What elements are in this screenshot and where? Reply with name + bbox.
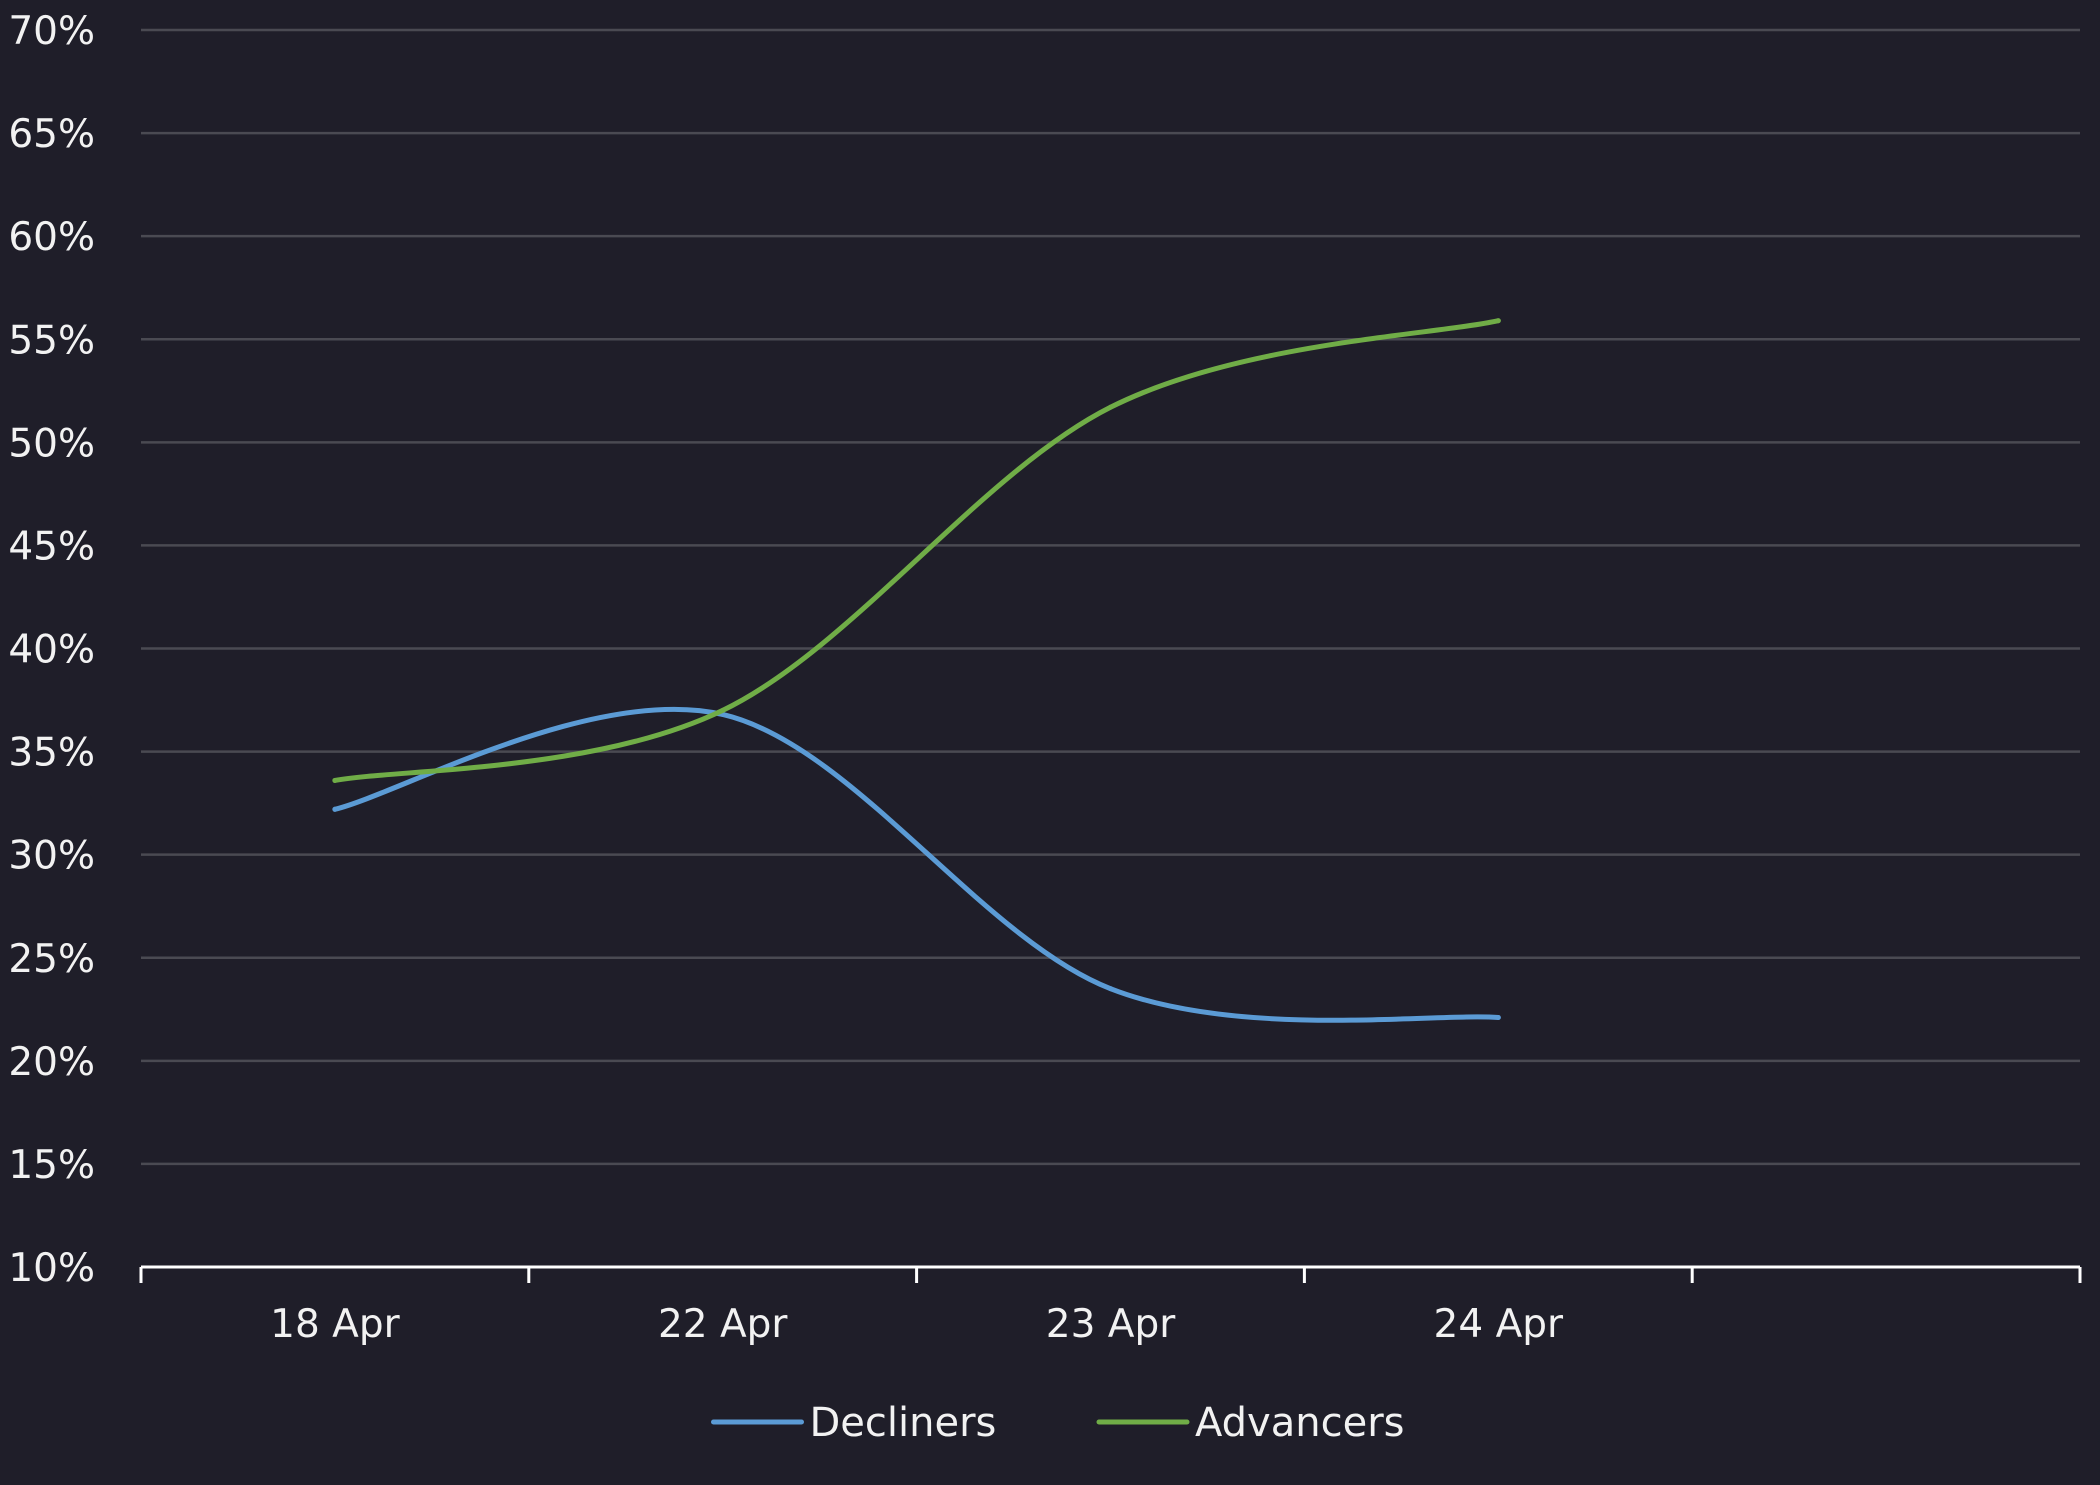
grid-lines — [141, 28, 2080, 1166]
legend-item-advancers: Advancers — [1096, 1400, 1404, 1446]
data-point-advancers — [332, 777, 338, 783]
legend: Decliners Advancers — [711, 1400, 1404, 1446]
y-tick-label: 55% — [8, 318, 95, 363]
y-tick-label: 70% — [8, 9, 95, 54]
y-tick-label: 35% — [8, 731, 95, 776]
y-tick-label: 50% — [8, 421, 95, 466]
data-point-decliners — [332, 806, 338, 812]
legend-label: Decliners — [810, 1400, 997, 1446]
series-lines — [332, 318, 1501, 1023]
legend-label: Advancers — [1195, 1400, 1404, 1446]
y-axis: 10% 15% 20% 25% 30% 35% 40% 45% 50% 55% 60% 65% 70% — [8, 9, 95, 1291]
y-tick-label: 60% — [8, 215, 95, 260]
data-point-advancers — [720, 707, 726, 713]
series-line-decliners — [332, 706, 1501, 1023]
y-tick-label: 30% — [8, 834, 95, 879]
legend-item-decliners: Decliners — [711, 1400, 997, 1446]
y-tick-label: 45% — [8, 524, 95, 569]
data-point-decliners — [1108, 986, 1113, 992]
x-tick-label: 18 Apr — [270, 1302, 400, 1347]
x-tick-label: 22 Apr — [658, 1302, 788, 1347]
data-point-advancers — [1108, 404, 1113, 410]
y-tick-label: 10% — [8, 1246, 95, 1291]
x-tick-label: 24 Apr — [1434, 1302, 1564, 1347]
y-tick-label: 65% — [8, 112, 95, 157]
data-point-decliners — [1495, 1015, 1501, 1021]
y-tick-label: 25% — [8, 937, 95, 982]
y-tick-label: 20% — [8, 1040, 95, 1085]
y-tick-label: 40% — [8, 628, 95, 673]
data-point-advancers — [1495, 318, 1501, 324]
x-tick-label: 23 Apr — [1046, 1302, 1176, 1347]
x-axis: 18 Apr 22 Apr 23 Apr 24 Apr — [139, 1265, 2082, 1347]
y-tick-label: 15% — [8, 1143, 95, 1188]
series-line-advancers — [332, 318, 1501, 783]
